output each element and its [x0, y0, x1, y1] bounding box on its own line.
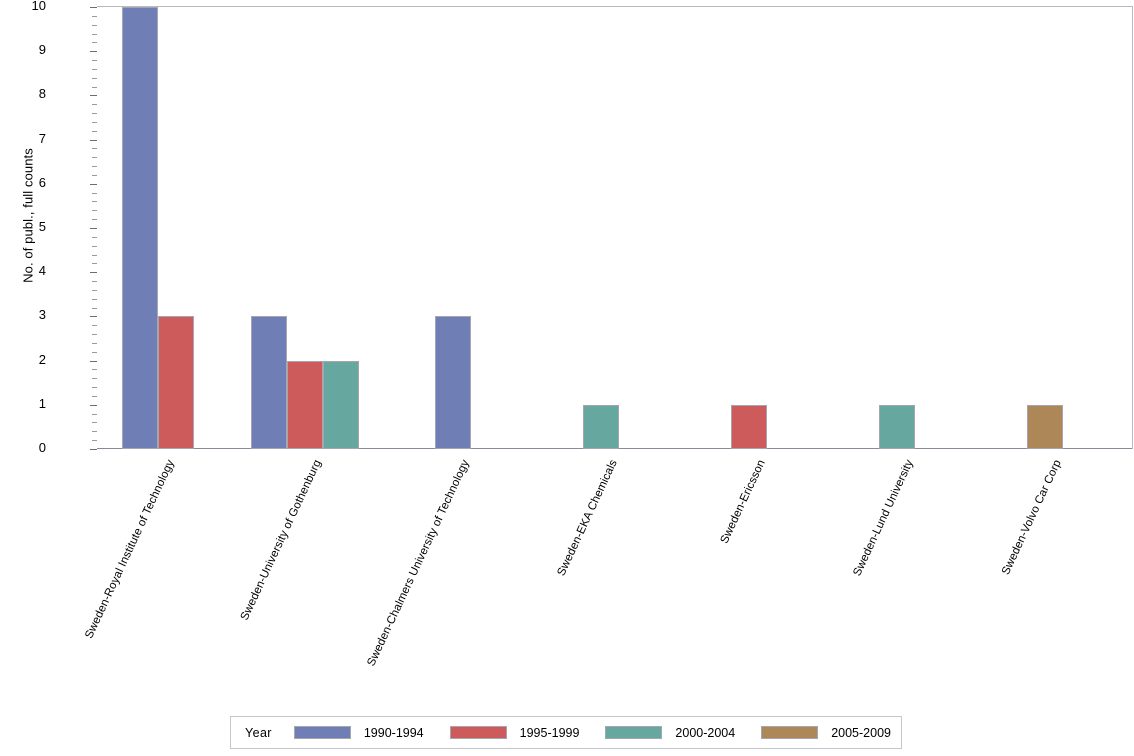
plot-border-right — [1132, 6, 1133, 449]
legend-item[interactable]: 1990-1994 — [293, 725, 424, 740]
bar — [731, 404, 768, 449]
y-tick-minor — [92, 298, 97, 300]
y-tick-minor — [92, 281, 97, 283]
y-tick-minor — [92, 245, 97, 247]
y-tick-major — [90, 360, 97, 362]
y-tick-minor — [92, 42, 97, 44]
y-tick-major — [90, 228, 97, 229]
y-tick-major — [90, 183, 97, 185]
bar — [583, 404, 620, 449]
y-tick-minor — [92, 289, 97, 291]
legend-item[interactable]: 2005-2009 — [761, 726, 891, 740]
y-tick-label: 9 — [38, 42, 46, 58]
y-tick-minor — [92, 113, 97, 115]
y-tick-minor — [92, 15, 97, 17]
plot-area — [97, 7, 1132, 449]
bar — [878, 404, 915, 449]
legend-label: 2005-2009 — [831, 725, 891, 740]
y-tick-minor — [92, 413, 97, 415]
bar — [251, 316, 288, 449]
y-tick-major — [90, 51, 97, 53]
bar — [435, 316, 472, 449]
legend-title: Year — [245, 725, 272, 740]
y-tick-minor — [92, 236, 97, 238]
y-tick-minor — [92, 387, 97, 389]
x-tick-label: Sweden-Chalmers University of Technology — [365, 458, 473, 669]
y-tick-label: 6 — [38, 174, 46, 190]
legend-entries: 1990-1994 1995-1999 2000-2004 2005-2009 — [293, 725, 917, 740]
y-tick-label: 8 — [38, 86, 46, 102]
bar — [121, 7, 158, 449]
y-tick-minor — [92, 174, 97, 176]
y-tick-minor — [92, 431, 97, 433]
y-tick-label: 1 — [38, 395, 46, 411]
bar — [323, 360, 360, 449]
y-tick-minor — [92, 201, 97, 203]
y-tick-minor — [92, 157, 97, 159]
y-tick-minor — [92, 378, 97, 380]
x-tick-label: Sweden-Royal Institute of Technology — [82, 458, 177, 641]
y-tick-minor — [92, 395, 97, 397]
y-tick-minor — [92, 307, 97, 309]
legend-label: 1990-1994 — [363, 725, 424, 740]
y-tick-label: 7 — [38, 130, 46, 146]
y-tick-label: 2 — [38, 351, 46, 367]
legend: Year 1990-1994 1995-1999 2000-2004 2005-200… — [230, 716, 902, 749]
bar — [157, 316, 194, 449]
y-tick-minor — [92, 68, 97, 70]
y-tick-major — [90, 449, 97, 450]
y-axis-title: No. of publ., full counts — [20, 148, 36, 283]
plot-border-top — [97, 6, 1132, 7]
y-tick-major — [90, 95, 97, 97]
y-tick-label: 0 — [38, 440, 46, 455]
bar — [1026, 404, 1063, 449]
y-tick-minor — [92, 166, 97, 168]
y-tick-minor — [92, 77, 97, 79]
x-tick-label: Sweden-University of Gothenburg — [239, 458, 325, 623]
y-tick-minor — [92, 334, 97, 336]
y-tick-minor — [92, 121, 97, 123]
legend-label: 1995-1999 — [519, 725, 580, 740]
legend-swatch — [293, 726, 351, 739]
y-tick-minor — [92, 60, 97, 62]
y-tick-minor — [92, 325, 97, 327]
y-tick-minor — [92, 351, 97, 353]
legend-item[interactable]: 1995-1999 — [449, 725, 580, 740]
y-tick-minor — [92, 24, 97, 26]
y-tick-minor — [92, 192, 97, 194]
legend-swatch — [605, 726, 663, 739]
y-tick-minor — [92, 369, 97, 371]
legend-swatch — [761, 726, 819, 739]
y-tick-major — [90, 404, 97, 406]
y-tick-minor — [92, 210, 97, 212]
y-tick-minor — [92, 342, 97, 344]
y-tick-minor — [92, 148, 97, 150]
y-tick-minor — [92, 422, 97, 424]
y-tick-minor — [92, 440, 97, 442]
legend-item[interactable]: 2000-2004 — [605, 726, 735, 740]
y-tick-major — [90, 7, 97, 8]
y-tick-minor — [92, 263, 97, 265]
y-tick-minor — [92, 104, 97, 106]
y-tick-label: 4 — [38, 263, 46, 279]
y-tick-minor — [92, 219, 97, 221]
y-tick-label: 3 — [38, 307, 46, 323]
x-tick-label: Sweden-EKA Chemicals — [555, 458, 621, 578]
bar — [287, 360, 324, 449]
x-tick-label: Sweden-Lund University — [851, 458, 916, 579]
legend-swatch — [449, 726, 507, 739]
y-tick-minor — [92, 33, 97, 35]
y-tick-major — [90, 272, 97, 274]
y-tick-minor — [92, 86, 97, 88]
y-tick-minor — [92, 254, 97, 256]
y-tick-label: 5 — [38, 219, 46, 234]
y-tick-label: 10 — [31, 0, 46, 13]
y-tick-minor — [92, 130, 97, 132]
legend-label: 2000-2004 — [675, 725, 736, 740]
y-tick-major — [90, 316, 97, 318]
y-tick-major — [90, 139, 97, 141]
x-tick-label: Sweden-Ericsson — [718, 458, 768, 546]
x-tick-label: Sweden-Volvo Car Corp — [999, 458, 1064, 577]
